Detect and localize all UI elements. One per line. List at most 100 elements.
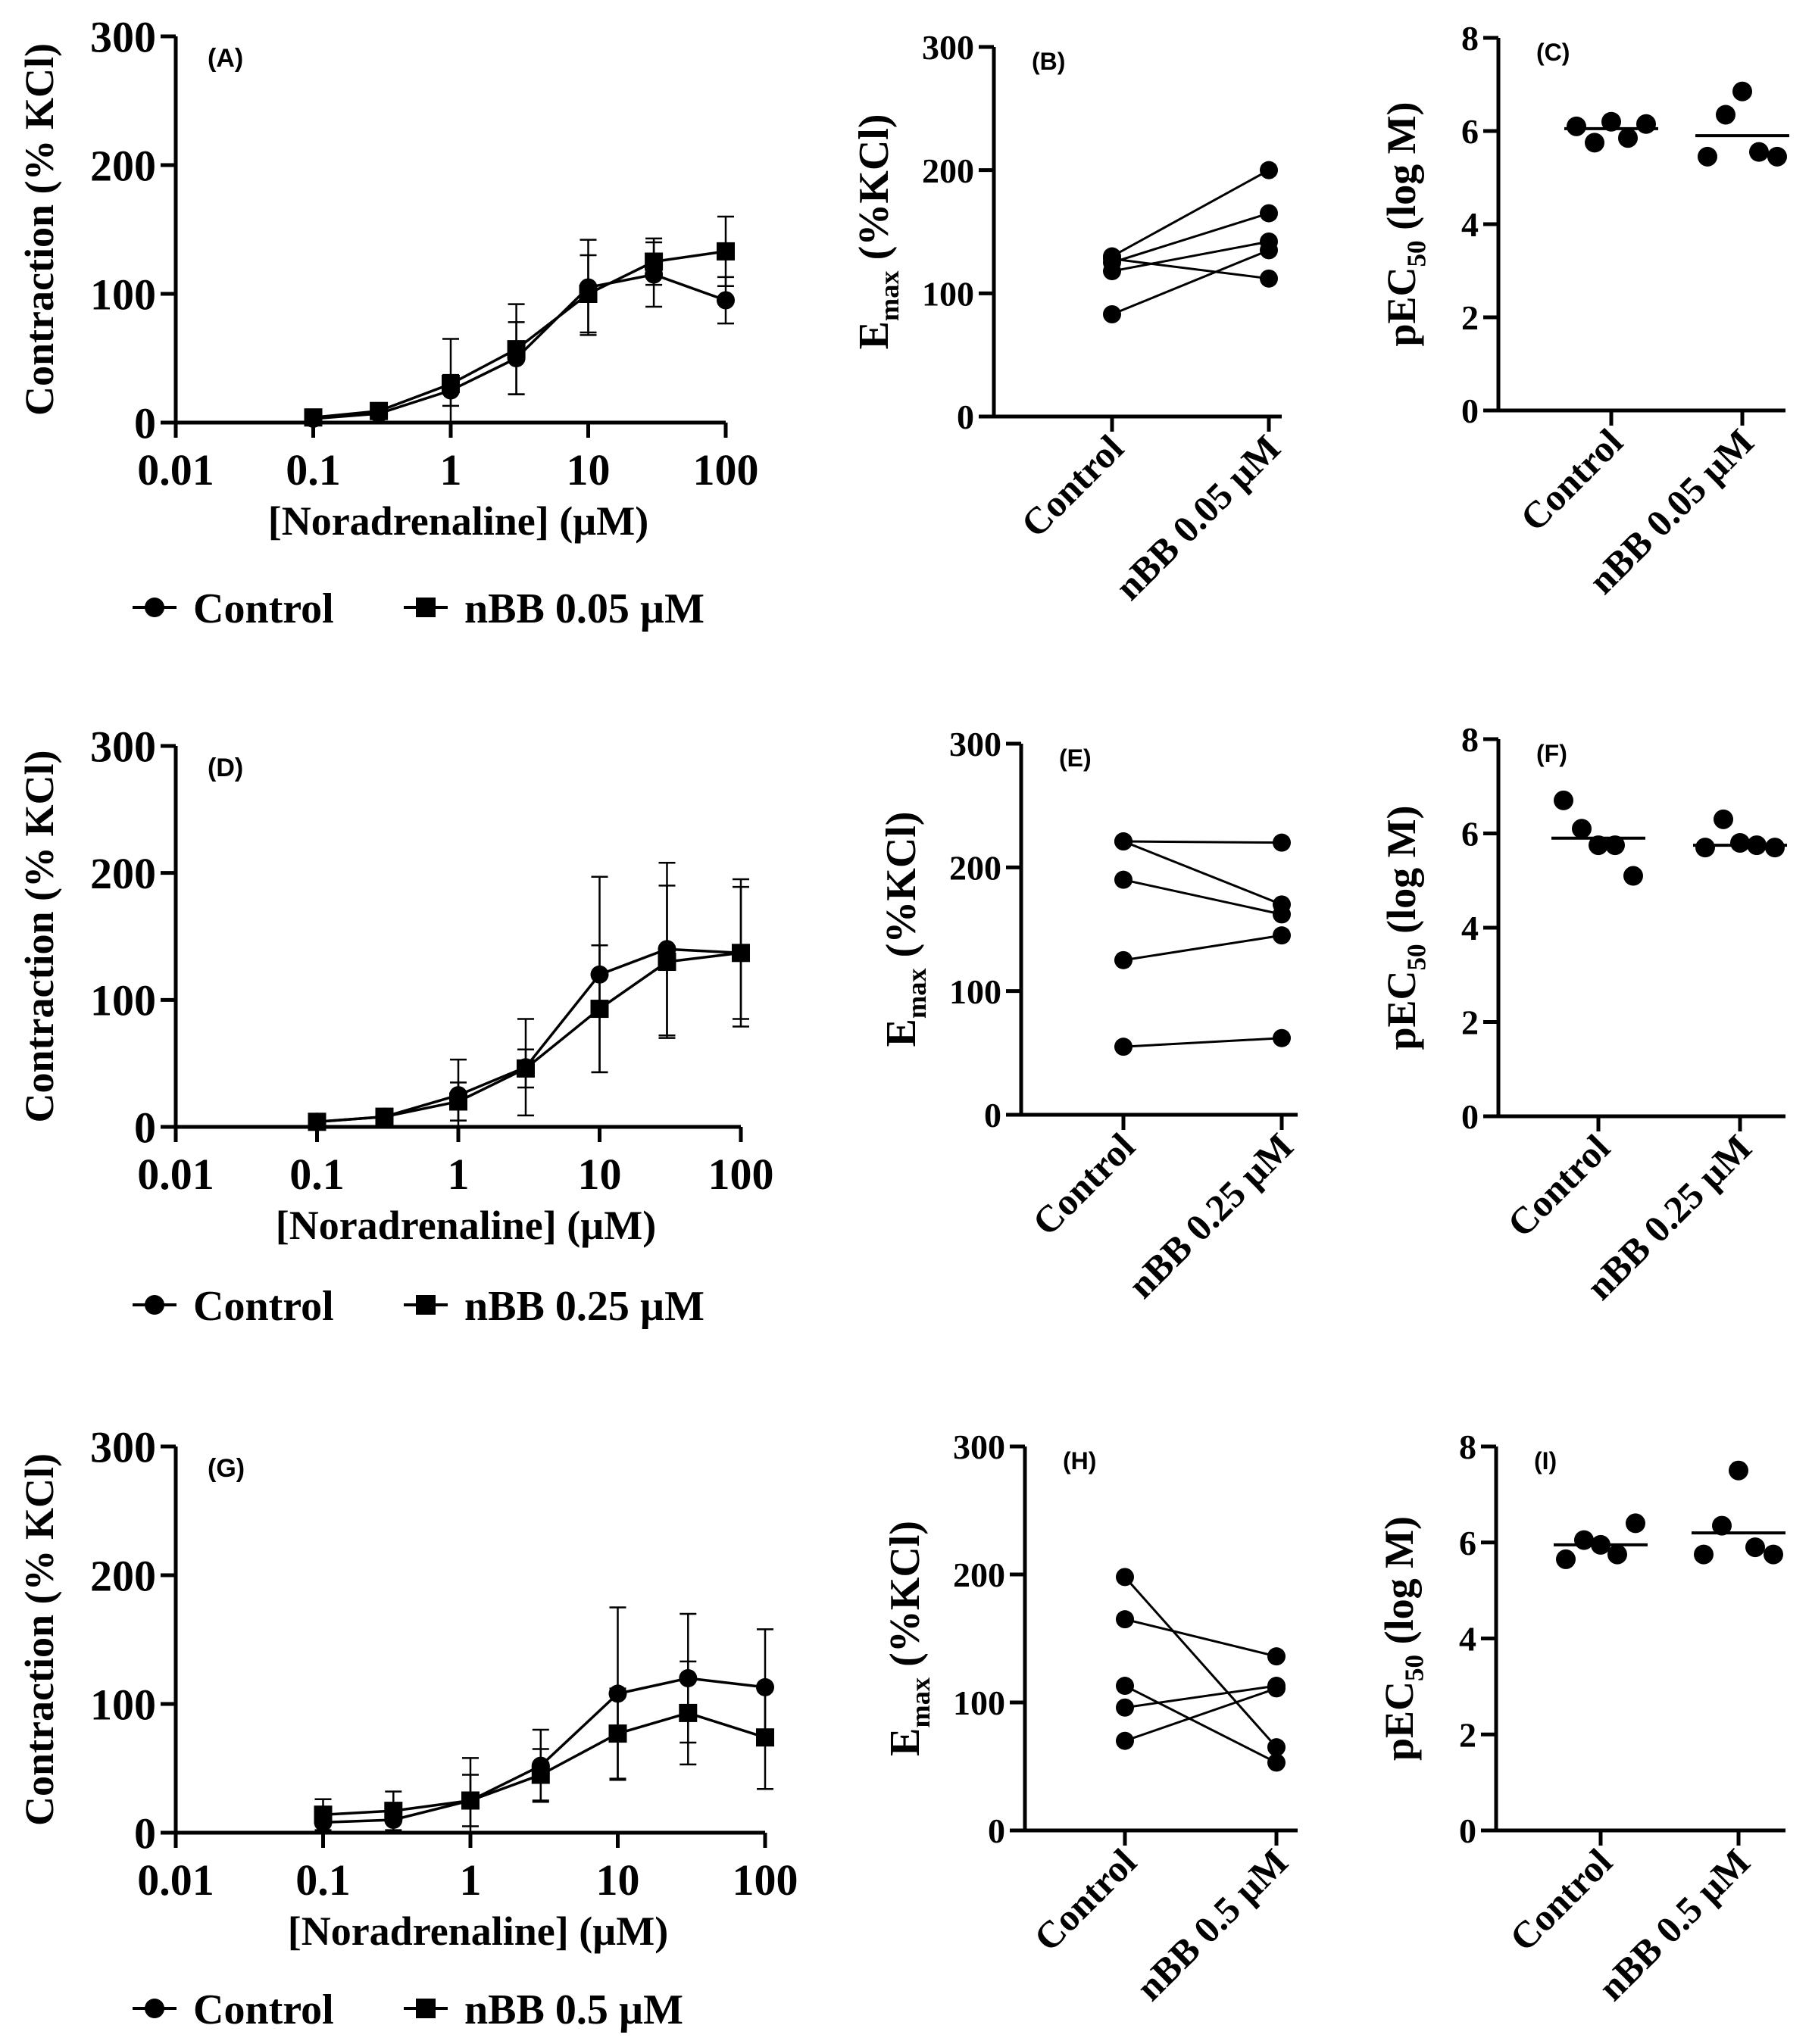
B-pair-line — [1111, 169, 1270, 257]
G-panel-label: (G) — [208, 1454, 245, 1483]
B-y-label: Emax (%KCl) — [851, 114, 904, 350]
G-legend-marker-control — [145, 1999, 164, 2018]
D-legend-label: Control — [193, 1283, 334, 1330]
I-data-point-control — [1626, 1513, 1645, 1534]
D-y-tick-label: 0 — [134, 1103, 156, 1152]
I-data-point-nbb — [1764, 1544, 1783, 1565]
C-y-label: pEC50 (log M) — [1379, 101, 1432, 346]
F-x-tick-label: Control — [1499, 1126, 1618, 1245]
C-y-tick-label: 8 — [1461, 19, 1479, 58]
D-legend-marker-control — [145, 1295, 164, 1315]
F-data-point-nbb — [1695, 838, 1715, 858]
H-data-point-control — [1116, 1677, 1134, 1696]
F-data-point-nbb — [1765, 838, 1785, 858]
D-x-tick-label: 100 — [708, 1150, 774, 1199]
E-data-point-nbb — [1273, 926, 1291, 945]
A-data-point-nbb — [579, 285, 598, 303]
A-x-tick-label: 1 — [440, 445, 462, 495]
H-y-tick-label: 200 — [953, 1556, 1005, 1594]
G-data-point-nbb — [608, 1724, 627, 1743]
D-y-label: Contraction (% KCl) — [17, 751, 62, 1123]
H-data-point-control — [1116, 1610, 1134, 1629]
G-y-label: Contraction (% KCl) — [17, 1453, 62, 1826]
G-legend-label: nBB 0.5 µM — [464, 1986, 683, 2033]
A-y-label: Contraction (% KCl) — [17, 43, 62, 416]
C-y-tick-label: 0 — [1461, 392, 1479, 430]
A-data-point-nbb — [645, 252, 664, 271]
F-y-label: pEC50 (log M) — [1379, 805, 1432, 1050]
A-x-tick-label: 0.01 — [137, 445, 214, 495]
H-panel-label: (H) — [1063, 1447, 1096, 1474]
G-data-point-nbb — [384, 1802, 403, 1821]
H-pair-line — [1124, 1684, 1277, 1764]
E-data-point-nbb — [1273, 833, 1291, 852]
A-series-line-nbb — [313, 250, 726, 419]
B-y-tick-label: 0 — [957, 398, 974, 436]
H-data-point-nbb — [1267, 1753, 1286, 1772]
C-data-point-control — [1601, 111, 1621, 132]
G-data-point-nbb — [314, 1805, 333, 1824]
H-data-point-nbb — [1267, 1679, 1286, 1698]
B-pair-line — [1111, 212, 1270, 264]
I-data-point-nbb — [1745, 1537, 1765, 1558]
E-data-point-control — [1114, 832, 1132, 851]
E-panel-label: (E) — [1059, 744, 1092, 772]
H-x-tick-label: Control — [1026, 1840, 1145, 1959]
C-y-tick-label: 2 — [1461, 298, 1479, 337]
A-legend-marker-nbb — [416, 598, 436, 617]
I-data-point-nbb — [1729, 1460, 1748, 1481]
G-x-label: [Noradrenaline] (µM) — [288, 1908, 669, 1954]
G-legend-label: Control — [193, 1986, 334, 2033]
G-x-tick-label: 10 — [596, 1855, 640, 1905]
F-data-point-control — [1572, 819, 1592, 839]
H-data-point-control — [1116, 1698, 1134, 1717]
D-x-label: [Noradrenaline] (µM) — [276, 1203, 657, 1248]
I-y-tick-label: 2 — [1459, 1715, 1476, 1754]
B-y-tick-label: 200 — [922, 151, 974, 190]
E-data-point-control — [1114, 1038, 1132, 1056]
A-legend-label: Control — [193, 585, 334, 632]
A-y-tick-label: 300 — [90, 12, 156, 61]
C-data-point-control — [1618, 128, 1638, 148]
B-data-point-nbb — [1260, 269, 1278, 288]
A-legend-marker-control — [145, 598, 164, 617]
E-data-point-nbb — [1273, 1028, 1291, 1047]
B-y-tick-label: 100 — [922, 274, 974, 313]
A-data-point-nbb — [304, 408, 323, 427]
D-series-line-control — [317, 947, 742, 1124]
F-data-point-control — [1623, 866, 1643, 886]
C-data-point-control — [1636, 114, 1656, 134]
F-data-point-nbb — [1730, 832, 1750, 853]
I-y-tick-label: 0 — [1459, 1812, 1476, 1850]
D-x-tick-label: 1 — [448, 1150, 470, 1199]
I-y-tick-label: 6 — [1459, 1524, 1476, 1562]
E-data-point-control — [1114, 870, 1132, 889]
H-data-point-nbb — [1267, 1738, 1286, 1757]
G-data-point-nbb — [679, 1703, 698, 1722]
G-x-tick-label: 0.01 — [137, 1855, 214, 1905]
I-y-tick-label: 8 — [1459, 1428, 1476, 1466]
G-y-tick-label: 0 — [134, 1808, 156, 1858]
F-panel-label: (F) — [1536, 740, 1567, 767]
H-y-tick-label: 0 — [988, 1812, 1005, 1850]
C-data-point-nbb — [1716, 105, 1735, 125]
E-pair-line — [1123, 840, 1282, 906]
G-y-tick-label: 100 — [90, 1680, 156, 1729]
D-y-tick-label: 200 — [90, 849, 156, 898]
G-y-tick-label: 300 — [90, 1422, 156, 1471]
I-panel-label: (I) — [1534, 1447, 1557, 1474]
B-y-tick-label: 300 — [922, 28, 974, 67]
A-y-tick-label: 200 — [90, 141, 156, 190]
H-pair-line — [1123, 1576, 1278, 1749]
A-data-point-nbb — [507, 340, 526, 359]
E-x-tick-label: Control — [1024, 1125, 1143, 1244]
E-y-tick-label: 100 — [949, 972, 1001, 1011]
A-data-point-nbb — [370, 401, 389, 420]
A-legend-label: nBB 0.05 µM — [464, 585, 704, 632]
I-data-point-control — [1607, 1544, 1627, 1565]
H-y-tick-label: 300 — [953, 1428, 1005, 1466]
